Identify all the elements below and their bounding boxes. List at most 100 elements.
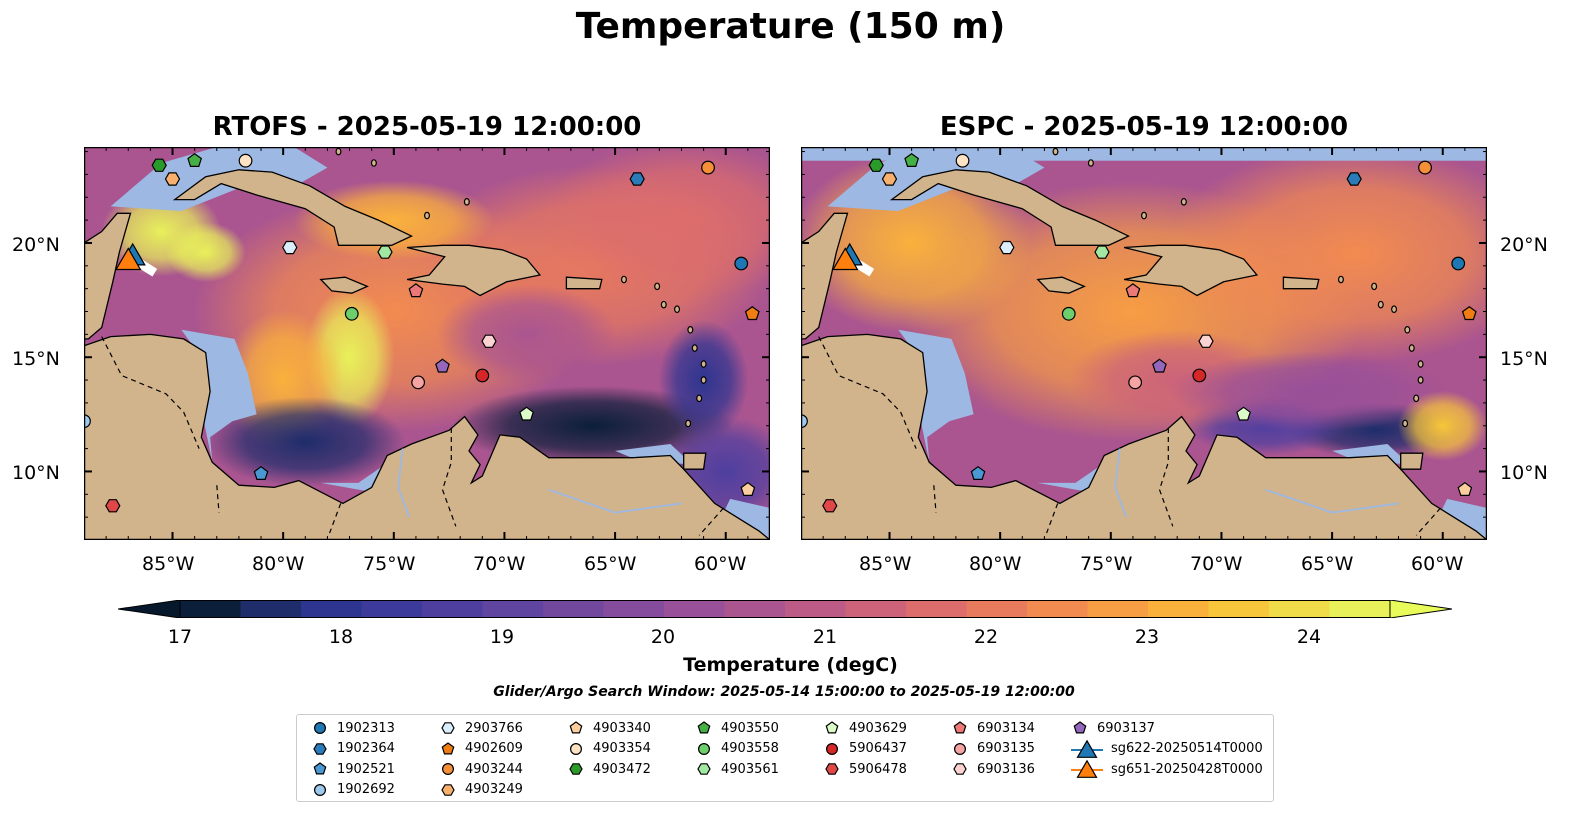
legend-marker (441, 762, 455, 776)
argo-float-marker (344, 306, 359, 321)
country-border (216, 485, 220, 513)
land-jamaica (1036, 276, 1086, 294)
island (620, 275, 627, 284)
legend-symbol (441, 741, 455, 754)
legend-symbol (697, 721, 711, 734)
colorbar-over-arrow (1389, 599, 1453, 619)
argo-float-marker (282, 240, 298, 255)
lon-label-70w: 70°W (473, 553, 526, 575)
island (424, 211, 431, 220)
colorbar-segment (543, 600, 604, 618)
argo-float-marker (84, 414, 91, 429)
argo-float-marker (1198, 334, 1214, 348)
colorbar-segment (422, 600, 483, 618)
legend-item: 1902313 (309, 718, 395, 738)
island (687, 325, 694, 334)
legend-symbol (569, 721, 583, 734)
river (1265, 488, 1399, 514)
land-cuba (172, 169, 414, 246)
temperature-field (1397, 390, 1487, 461)
legend-label: 1902521 (337, 761, 395, 777)
argo-float-marker (1461, 306, 1477, 321)
colorbar-segment (785, 600, 846, 618)
colorbar-segment (724, 600, 786, 618)
figure-title: Temperature (150 m) (575, 6, 1006, 47)
rtofs-map-canvas (84, 147, 770, 540)
legend-label: 4903340 (593, 720, 651, 736)
legend-label: 6903136 (977, 761, 1035, 777)
legend-item: 6903137 (1069, 718, 1155, 738)
island (660, 300, 667, 309)
legend-marker (441, 741, 455, 754)
legend-label: 1902313 (337, 720, 395, 736)
land-hispaniola (406, 244, 542, 297)
colorbar-segment (845, 600, 907, 618)
legend-item: sg622-20250514T0000 (1069, 739, 1263, 759)
legend-symbol (825, 721, 839, 734)
legend-item: 1902692 (309, 780, 395, 800)
continental-shelf (320, 464, 385, 492)
lon-label-75w: 75°W (363, 553, 416, 575)
argo-float-marker (1128, 375, 1143, 390)
river (1114, 448, 1128, 518)
colorbar-segment (1269, 600, 1330, 618)
argo-float-marker (1061, 306, 1076, 321)
rtofs-panel-title: RTOFS - 2025-05-19 12:00:00 (212, 112, 642, 142)
legend-symbol (313, 742, 327, 755)
legend-label: 4903244 (465, 761, 523, 777)
river (548, 488, 682, 514)
colorbar-segment (301, 600, 362, 618)
island (463, 198, 470, 206)
glider-marker (832, 247, 859, 271)
legend-label: 6903135 (977, 741, 1035, 756)
continental-shelf (1037, 464, 1102, 492)
legend-marker (441, 783, 455, 796)
legend-marker (1071, 739, 1103, 758)
argo-float-marker (1451, 256, 1466, 271)
map-frame (84, 147, 770, 540)
legend-item: 4903354 (565, 739, 651, 759)
argo-float-marker (801, 414, 808, 429)
lon-label-60w: 60°W (694, 553, 747, 575)
legend-marker (569, 742, 583, 755)
argo-float-marker (253, 465, 269, 480)
legend-label: 4903472 (593, 761, 651, 777)
island (674, 305, 681, 314)
colorbar-segment (603, 600, 665, 618)
lon-label-65w: 65°W (584, 553, 637, 575)
legend-symbol (697, 742, 711, 755)
legend-symbol (825, 742, 839, 755)
country-border (698, 507, 724, 536)
argo-float-marker (151, 158, 167, 172)
legend-item: 6903136 (949, 759, 1035, 779)
island (700, 376, 707, 384)
legend-marker (825, 721, 839, 734)
colorbar-tick: 23 (1134, 626, 1160, 648)
legend-item: 5906437 (821, 739, 907, 759)
land-hispaniola (1123, 244, 1259, 297)
island (1413, 394, 1420, 403)
lon-label-70w: 70°W (1190, 553, 1243, 575)
island (1141, 211, 1148, 220)
argo-float-marker (1418, 160, 1432, 175)
island (1391, 305, 1398, 314)
legend-marker (825, 742, 839, 755)
colorbar-label: Temperature (degC) (683, 654, 898, 676)
legend-label: sg651-20250428T0000 (1111, 761, 1263, 777)
legend-label: 1902692 (337, 782, 395, 797)
island (696, 394, 703, 403)
island (1052, 147, 1059, 156)
legend-marker (1073, 721, 1087, 734)
argo-float-marker (1192, 368, 1207, 383)
lon-label-65w: 65°W (1301, 553, 1354, 575)
island (1417, 360, 1424, 368)
legend-item: 4903629 (821, 718, 907, 738)
river (397, 448, 411, 518)
argo-float-marker (701, 160, 715, 175)
argo-float-marker (411, 375, 426, 390)
legend-item: 4903244 (437, 759, 523, 779)
glider-marker (115, 247, 142, 271)
legend-marker (569, 721, 583, 734)
legend-marker (953, 742, 967, 755)
colorbar-tick: 21 (812, 626, 838, 648)
